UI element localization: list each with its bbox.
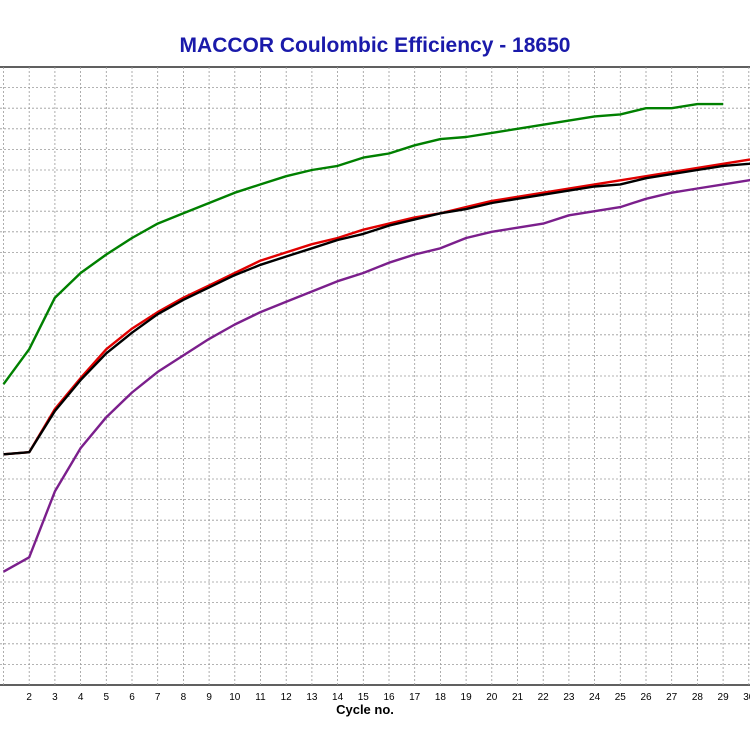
x-tick-label: 19 — [461, 692, 473, 703]
x-tick-label: 21 — [512, 692, 524, 703]
x-tick-label: 23 — [563, 692, 575, 703]
x-tick-label: 3 — [52, 692, 58, 703]
x-tick-label: 17 — [409, 692, 421, 703]
x-axis-label: Cycle no. — [336, 702, 394, 717]
x-tick-label: 29 — [718, 692, 730, 703]
x-tick-label: 18 — [435, 692, 447, 703]
x-tick-label: 13 — [306, 692, 318, 703]
x-tick-labels: 2 3 4 5 6 7 8 9 10 11 12 13 14 15 16 17 18 19 20 21 22 23 24 25… — [26, 692, 750, 703]
x-tick-label: 24 — [589, 692, 601, 703]
chart-title: MACCOR Coulombic Efficiency - 18650 — [179, 34, 571, 57]
series-line-2 — [3, 158, 750, 456]
x-tick-label: 28 — [692, 692, 704, 703]
x-tick-label: 27 — [666, 692, 678, 703]
x-tick-label: 22 — [538, 692, 550, 703]
x-tick-label: 2 — [26, 692, 32, 703]
x-tick-label: 26 — [640, 692, 652, 703]
x-tick-label: 5 — [104, 692, 110, 703]
series-line-1 — [2, 102, 724, 385]
x-tick-label: 30 — [743, 692, 750, 703]
x-tick-label: 14 — [332, 692, 344, 703]
x-tick-label: 9 — [206, 692, 212, 703]
series-line-3 — [3, 162, 750, 456]
series-line-4 — [2, 178, 750, 573]
x-tick-label: 15 — [358, 692, 370, 703]
x-tick-label: 4 — [78, 692, 84, 703]
x-tick-label: 12 — [281, 692, 293, 703]
x-tick-label: 8 — [181, 692, 187, 703]
x-tick-label: 10 — [229, 692, 241, 703]
series-lines — [2, 102, 750, 573]
x-tick-label: 20 — [486, 692, 498, 703]
x-tick-label: 16 — [383, 692, 395, 703]
x-tick-label: 25 — [615, 692, 627, 703]
x-tick-label: 11 — [255, 692, 266, 703]
x-tick-label: 6 — [129, 692, 135, 703]
grid — [0, 66, 750, 686]
x-tick-label: 7 — [155, 692, 161, 703]
